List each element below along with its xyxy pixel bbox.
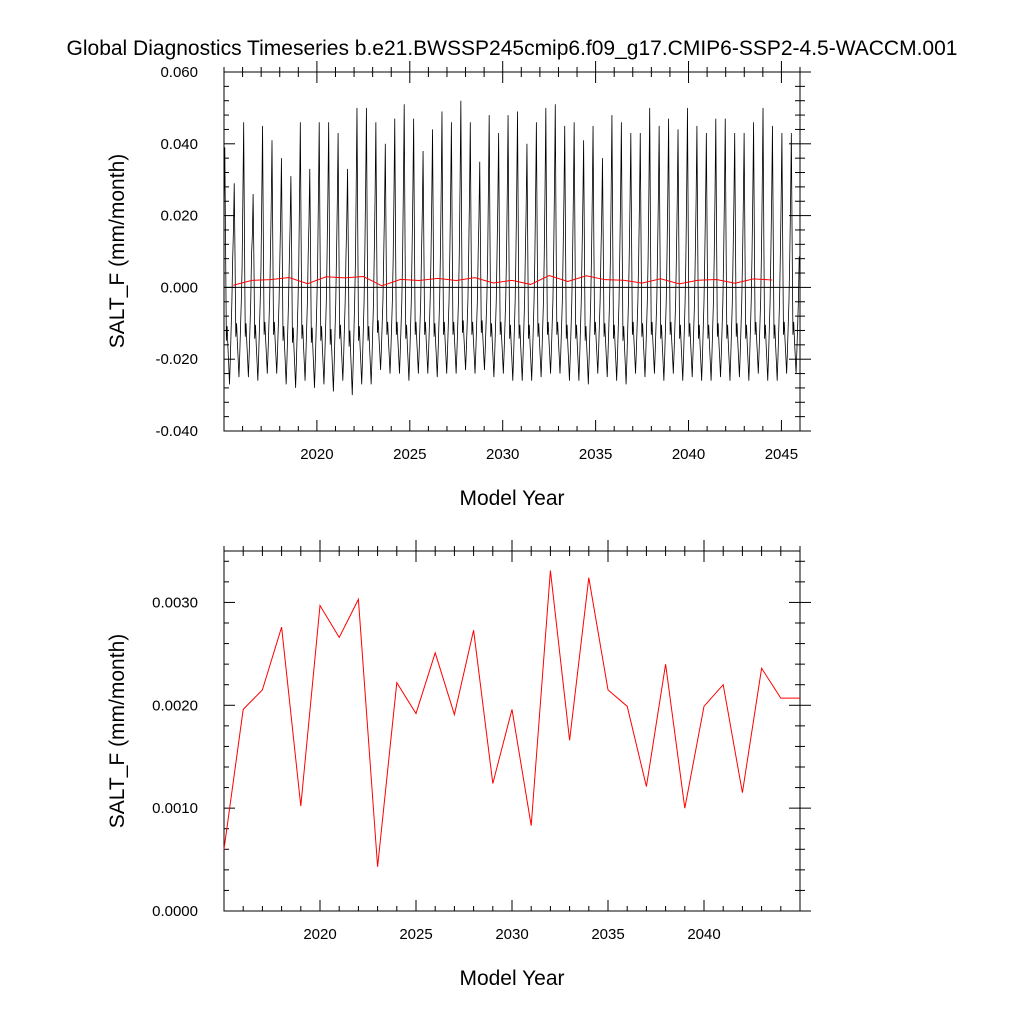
top-x-tick-label: 2045 <box>765 446 798 463</box>
top-x-tick-label: 2035 <box>579 446 612 463</box>
top-y-tick-label: -0.020 <box>155 351 198 368</box>
bottom-x-tick-label: 2025 <box>399 926 432 943</box>
top-y-tick-label: 0.040 <box>160 136 198 153</box>
top-series-line-annual <box>233 276 772 286</box>
bottom-x-tick-label: 2035 <box>591 926 624 943</box>
bottom-y-tick-label: 0.0000 <box>152 903 198 920</box>
bottom-x-tick-label: 2030 <box>495 926 528 943</box>
top-y-tick-label: 0.020 <box>160 208 198 225</box>
top-y-tick-label: 0.060 <box>160 64 198 81</box>
top-series-line-monthly <box>224 101 799 395</box>
top-y-tick-label: 0.000 <box>160 279 198 296</box>
bottom-plot-frame <box>224 551 800 911</box>
top-x-tick-label: 2030 <box>486 446 519 463</box>
top-x-tick-label: 2020 <box>300 446 333 463</box>
bottom-y-tick-label: 0.0010 <box>152 800 198 817</box>
top-x-tick-label: 2025 <box>393 446 426 463</box>
top-y-tick-label: -0.040 <box>155 423 198 440</box>
figure-title: Global Diagnostics Timeseries b.e21.BWSS… <box>67 37 958 60</box>
top-y-axis-label: SALT_F (mm/month) <box>106 154 129 348</box>
bottom-x-axis-label: Model Year <box>459 967 564 990</box>
bottom-y-axis-label: SALT_F (mm/month) <box>106 634 129 828</box>
bottom-x-tick-label: 2040 <box>687 926 720 943</box>
bottom-y-tick-label: 0.0020 <box>152 697 198 714</box>
bottom-y-tick-label: 0.0030 <box>152 594 198 611</box>
bottom-panel: SALT_F (mm/month) Model Year 2020 2025 203… <box>106 540 811 990</box>
top-panel: SALT_F (mm/month) Model Year 2020 2025 203… <box>106 61 811 510</box>
bottom-x-tick-label: 2020 <box>303 926 336 943</box>
top-x-axis-label: Model Year <box>459 487 564 510</box>
top-x-tick-label: 2040 <box>672 446 705 463</box>
bottom-series-line-annual <box>224 571 800 867</box>
